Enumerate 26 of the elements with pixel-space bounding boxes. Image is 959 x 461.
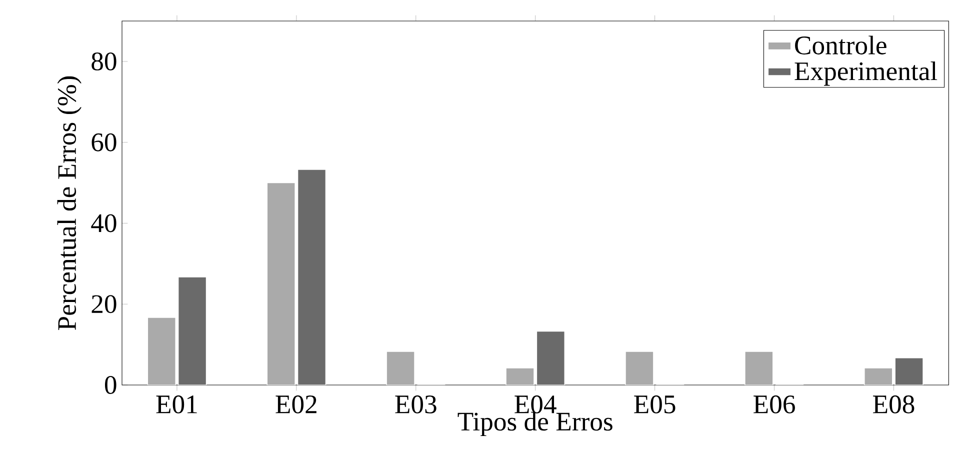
bar — [744, 351, 774, 385]
x-tick-label: E02 — [276, 395, 316, 414]
bar — [536, 330, 566, 385]
bar — [506, 368, 534, 385]
y-axis-title: Percentual de Erros (%) — [57, 76, 82, 330]
bar — [864, 368, 893, 385]
x-tick-label: E05 — [634, 395, 676, 414]
y-tick-label: 20 — [92, 295, 116, 314]
bar — [147, 317, 176, 385]
bar — [266, 182, 296, 385]
x-tick-label: E01 — [156, 395, 197, 414]
bar — [297, 169, 326, 385]
x-tick-label: E08 — [873, 395, 914, 414]
x-tick-label: E03 — [395, 395, 436, 414]
legend-label: Experimental — [794, 62, 938, 86]
y-tick-label: 0 — [104, 376, 116, 394]
y-tick-label: 40 — [91, 214, 116, 232]
x-tick-label: E04 — [514, 395, 556, 414]
y-tick-label: 60 — [92, 133, 116, 152]
bar — [625, 351, 654, 385]
x-tick-label: E06 — [754, 395, 795, 414]
bar — [178, 276, 207, 385]
bar — [386, 351, 415, 385]
bar — [894, 358, 924, 385]
legend-label: Controle — [795, 36, 886, 54]
y-tick-label: 80 — [92, 52, 116, 70]
